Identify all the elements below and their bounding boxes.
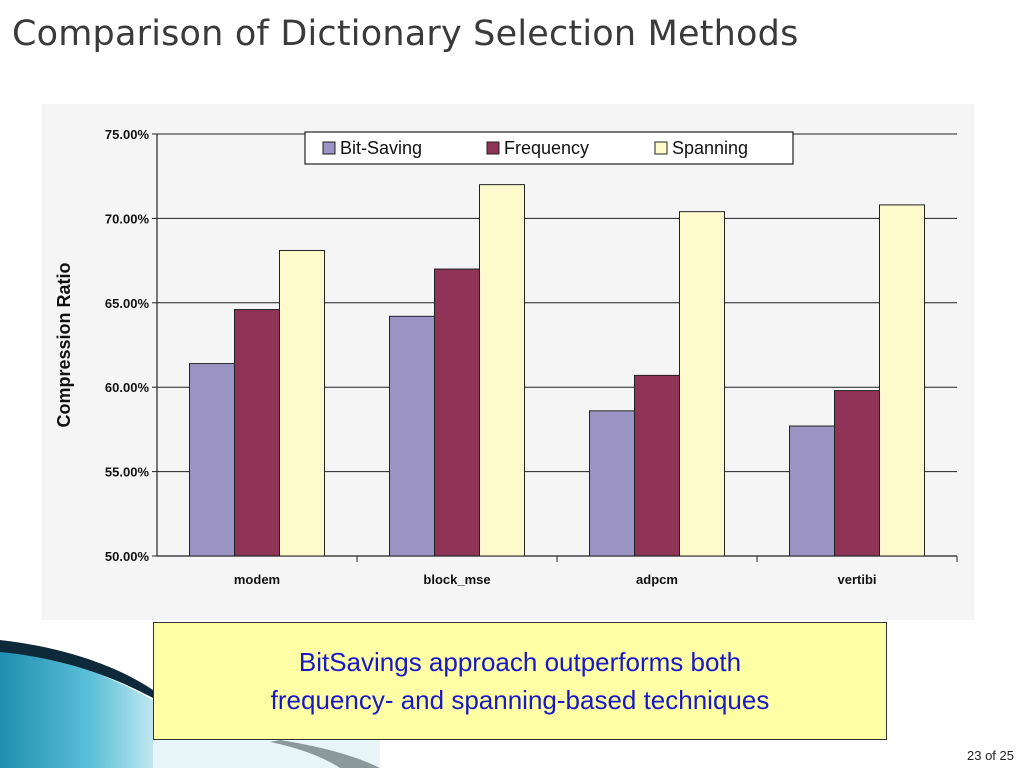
- bar-bit-saving-modem: [189, 363, 235, 557]
- y-tick-label: 60.00%: [105, 380, 150, 395]
- x-tick-label: block_mse: [423, 572, 490, 587]
- y-tick-label: 65.00%: [105, 296, 150, 311]
- legend-swatch: [486, 141, 500, 155]
- legend-swatch: [654, 141, 668, 155]
- bar-frequency-adpcm: [634, 374, 680, 557]
- bar-spanning-vertibi: [879, 204, 925, 557]
- legend-swatch: [322, 141, 336, 155]
- legend-box: [304, 131, 794, 165]
- callout-line-1: BitSavings approach outperforms both: [298, 647, 742, 677]
- slide-title: Comparison of Dictionary Selection Metho…: [12, 14, 799, 54]
- legend-label: Spanning: [672, 138, 748, 158]
- chart-panel: 50.00% 55.00% 60.00% 65.00% 70.00% 75.00% mode…: [42, 104, 974, 620]
- bar-spanning-modem: [279, 249, 325, 557]
- y-tick-label: 70.00%: [105, 211, 150, 226]
- callout-box: BitSavings approach outperforms both fre…: [153, 622, 887, 740]
- y-tick-label: 55.00%: [105, 465, 150, 480]
- bar-bit-saving-adpcm: [589, 410, 635, 557]
- bar-chart: 50.00% 55.00% 60.00% 65.00% 70.00% 75.00% mode…: [54, 127, 958, 587]
- bar-frequency-modem: [234, 309, 280, 557]
- x-tick-label: adpcm: [636, 572, 678, 587]
- y-tick-label: 50.00%: [105, 549, 150, 564]
- callout-line-2: frequency- and spanning-based techniques: [270, 685, 770, 715]
- x-tick-label: modem: [234, 572, 280, 587]
- x-tick-label: vertibi: [837, 572, 876, 587]
- y-axis-label: Compression Ratio: [54, 262, 74, 427]
- y-tick-label: 75.00%: [105, 127, 150, 142]
- bar-frequency-vertibi: [834, 390, 880, 557]
- legend-label: Frequency: [504, 138, 589, 158]
- bar-bit-saving-vertibi: [789, 425, 835, 557]
- bar-spanning-block_mse: [479, 184, 525, 557]
- bar-frequency-block_mse: [434, 268, 480, 557]
- bar-bit-saving-block_mse: [389, 315, 435, 557]
- bar-spanning-adpcm: [679, 211, 725, 557]
- legend-label: Bit-Saving: [340, 138, 422, 158]
- page-number: 23 of 25: [967, 748, 1014, 763]
